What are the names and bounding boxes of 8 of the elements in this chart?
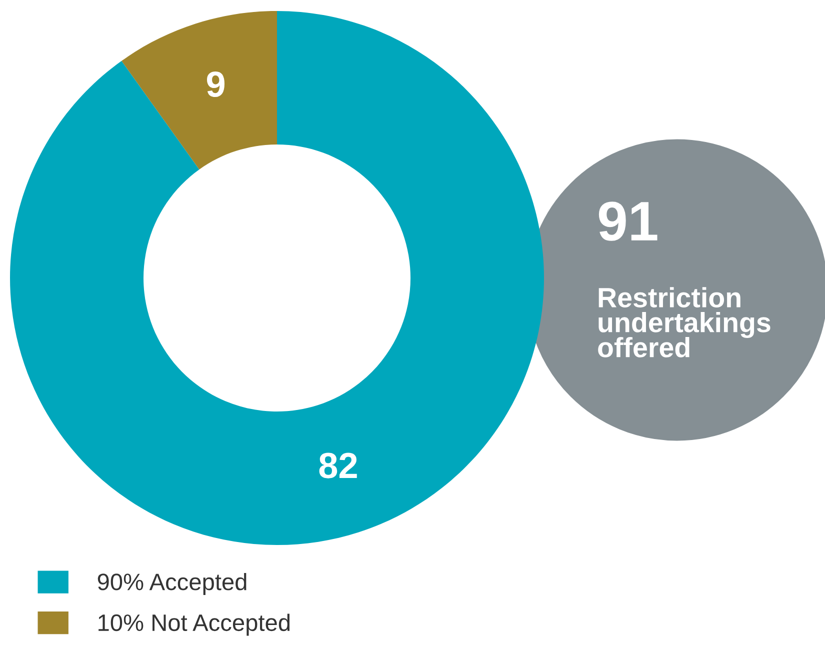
donut-slice (122, 11, 277, 170)
donut-slice (10, 11, 544, 545)
data-label: 9 (206, 71, 224, 98)
data-label: 82 (319, 452, 357, 478)
legend-label: 10% Not Accepted (98, 614, 290, 636)
legend-label: 90% Accepted (98, 572, 246, 595)
text: Restriction undertakings offered (598, 287, 770, 358)
text: 91 (598, 202, 658, 241)
